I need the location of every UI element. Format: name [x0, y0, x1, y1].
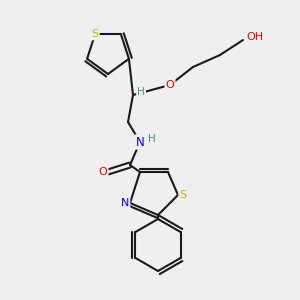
Text: S: S	[179, 190, 187, 200]
Text: N: N	[136, 136, 144, 148]
Text: O: O	[99, 167, 107, 177]
Text: O: O	[166, 80, 174, 90]
Text: H: H	[148, 134, 156, 144]
Text: S: S	[92, 29, 99, 39]
Text: N: N	[121, 198, 129, 208]
Text: OH: OH	[246, 32, 263, 42]
Text: H: H	[137, 87, 145, 97]
